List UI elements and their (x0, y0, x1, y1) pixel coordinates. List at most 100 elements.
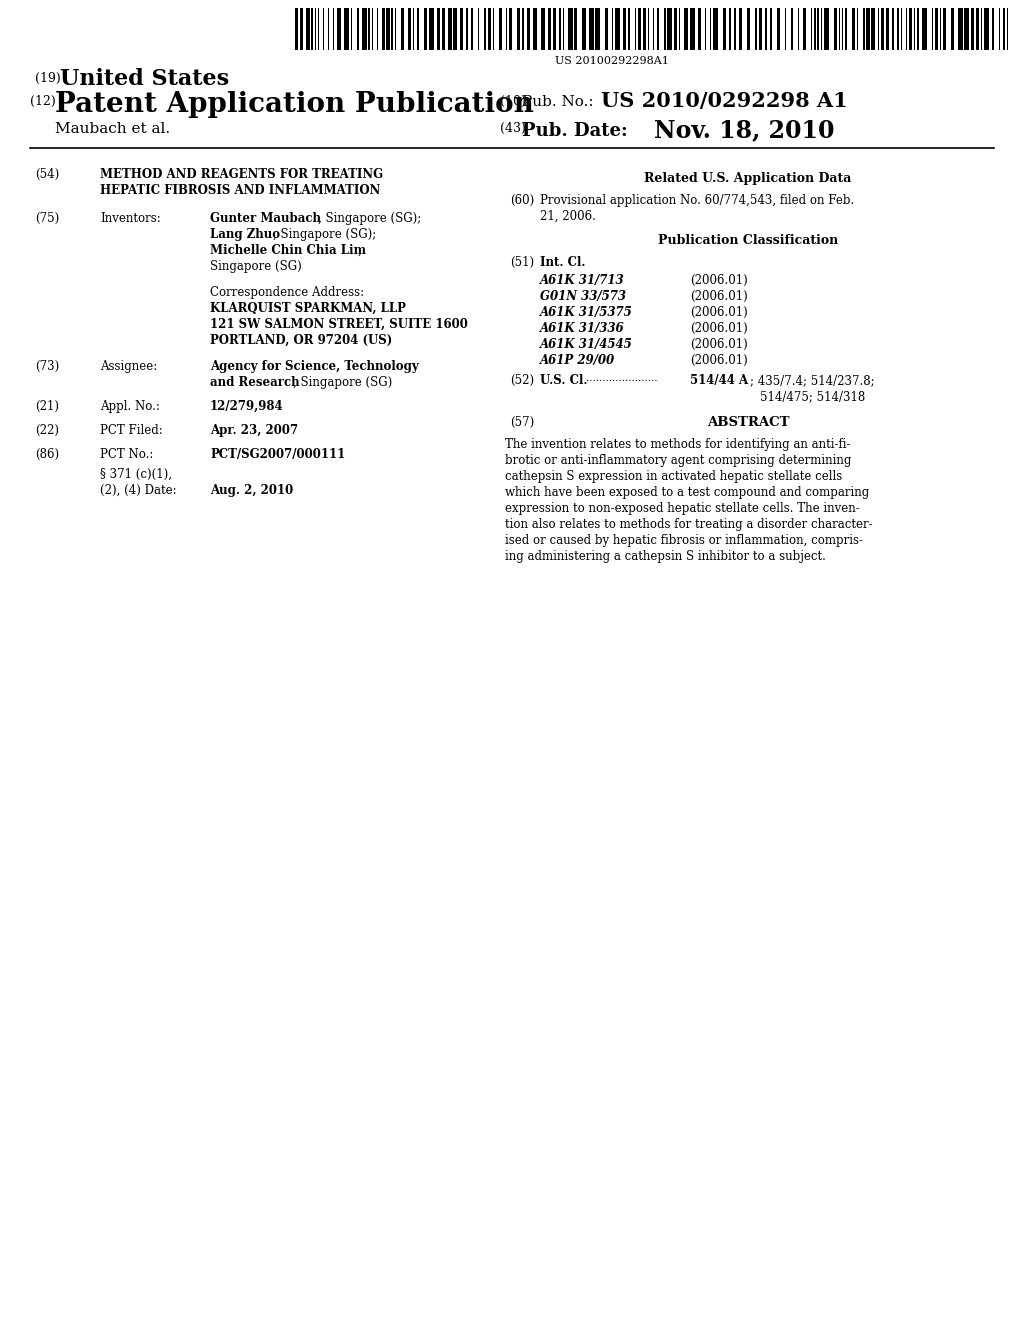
Bar (871, 8, 874, 50)
Text: U.S. Cl.: U.S. Cl. (540, 374, 588, 387)
Text: Assignee:: Assignee: (100, 360, 158, 374)
Bar (377, 8, 378, 50)
Text: The invention relates to methods for identifying an anti-fi-: The invention relates to methods for ide… (505, 438, 851, 451)
Bar (526, 8, 530, 50)
Text: G01N 33/573: G01N 33/573 (540, 290, 626, 304)
Text: ised or caused by hepatic fibrosis or inflammation, compris-: ised or caused by hepatic fibrosis or in… (505, 535, 863, 546)
Bar (734, 8, 736, 50)
Bar (328, 8, 330, 50)
Text: (43): (43) (500, 121, 526, 135)
Bar (652, 8, 654, 50)
Text: brotic or anti-inflammatory agent comprising determining: brotic or anti-inflammatory agent compri… (505, 454, 851, 467)
Text: , Singapore (SG);: , Singapore (SG); (318, 213, 421, 224)
Bar (401, 8, 404, 50)
Text: cathepsin S expression in activated hepatic stellate cells: cathepsin S expression in activated hepa… (505, 470, 843, 483)
Text: , Singapore (SG);: , Singapore (SG); (273, 228, 376, 242)
Text: Pub. No.:: Pub. No.: (522, 95, 594, 110)
Bar (454, 8, 457, 50)
Bar (559, 8, 561, 50)
Bar (922, 8, 927, 50)
Bar (499, 8, 503, 50)
Text: 12/279,984: 12/279,984 (210, 400, 284, 413)
Text: A61P 29/00: A61P 29/00 (540, 354, 615, 367)
Bar (845, 8, 847, 50)
Text: Apr. 23, 2007: Apr. 23, 2007 (210, 424, 298, 437)
Bar (698, 8, 701, 50)
Bar (984, 8, 989, 50)
Text: (57): (57) (510, 416, 535, 429)
Bar (668, 8, 672, 50)
Bar (611, 8, 613, 50)
Bar (690, 8, 695, 50)
Text: (60): (60) (510, 194, 535, 207)
Bar (878, 8, 880, 50)
Text: A61K 31/713: A61K 31/713 (540, 275, 625, 286)
Text: (10): (10) (500, 95, 526, 108)
Bar (897, 8, 899, 50)
Bar (834, 8, 837, 50)
Text: PCT Filed:: PCT Filed: (100, 424, 163, 437)
Bar (605, 8, 608, 50)
Bar (770, 8, 772, 50)
Text: Gunter Maubach: Gunter Maubach (210, 213, 321, 224)
Bar (517, 8, 520, 50)
Bar (965, 8, 969, 50)
Bar (792, 8, 793, 50)
Bar (615, 8, 620, 50)
Bar (484, 8, 486, 50)
Bar (317, 8, 319, 50)
Bar (856, 8, 858, 50)
Text: (73): (73) (35, 360, 59, 374)
Bar (418, 8, 419, 50)
Bar (338, 8, 341, 50)
Text: ABSTRACT: ABSTRACT (707, 416, 790, 429)
Bar (534, 8, 537, 50)
Text: (2), (4) Date:: (2), (4) Date: (100, 484, 176, 498)
Bar (886, 8, 889, 50)
Bar (756, 8, 757, 50)
Bar (413, 8, 414, 50)
Text: (2006.01): (2006.01) (690, 338, 748, 351)
Bar (394, 8, 396, 50)
Bar (901, 8, 902, 50)
Bar (679, 8, 680, 50)
Bar (350, 8, 352, 50)
Bar (478, 8, 479, 50)
Bar (295, 8, 298, 50)
Bar (981, 8, 982, 50)
Bar (820, 8, 822, 50)
Text: , Singapore (SG): , Singapore (SG) (293, 376, 392, 389)
Bar (323, 8, 325, 50)
Text: Pub. Date:: Pub. Date: (522, 121, 628, 140)
Text: 21, 2006.: 21, 2006. (540, 210, 596, 223)
Text: ,: , (358, 244, 361, 257)
Text: Related U.S. Application Data: Related U.S. Application Data (644, 172, 852, 185)
Text: (2006.01): (2006.01) (690, 354, 748, 367)
Bar (460, 8, 463, 50)
Bar (442, 8, 445, 50)
Bar (913, 8, 915, 50)
Bar (369, 8, 370, 50)
Bar (776, 8, 780, 50)
Text: and Research: and Research (210, 376, 300, 389)
Bar (306, 8, 309, 50)
Bar (935, 8, 938, 50)
Bar (664, 8, 666, 50)
Text: KLARQUIST SPARKMAN, LLP: KLARQUIST SPARKMAN, LLP (210, 302, 406, 315)
Text: PORTLAND, OR 97204 (US): PORTLAND, OR 97204 (US) (210, 334, 392, 347)
Bar (624, 8, 627, 50)
Bar (567, 8, 572, 50)
Text: United States: United States (60, 69, 229, 90)
Text: A61K 31/4545: A61K 31/4545 (540, 338, 633, 351)
Bar (382, 8, 385, 50)
Bar (798, 8, 800, 50)
Text: Int. Cl.: Int. Cl. (540, 256, 586, 269)
Bar (817, 8, 819, 50)
Bar (759, 8, 762, 50)
Text: § 371 (c)(1),: § 371 (c)(1), (100, 469, 172, 480)
Bar (971, 8, 974, 50)
Bar (628, 8, 630, 50)
Bar (705, 8, 707, 50)
Bar (548, 8, 551, 50)
Text: 121 SW SALMON STREET, SUITE 1600: 121 SW SALMON STREET, SUITE 1600 (210, 318, 468, 331)
